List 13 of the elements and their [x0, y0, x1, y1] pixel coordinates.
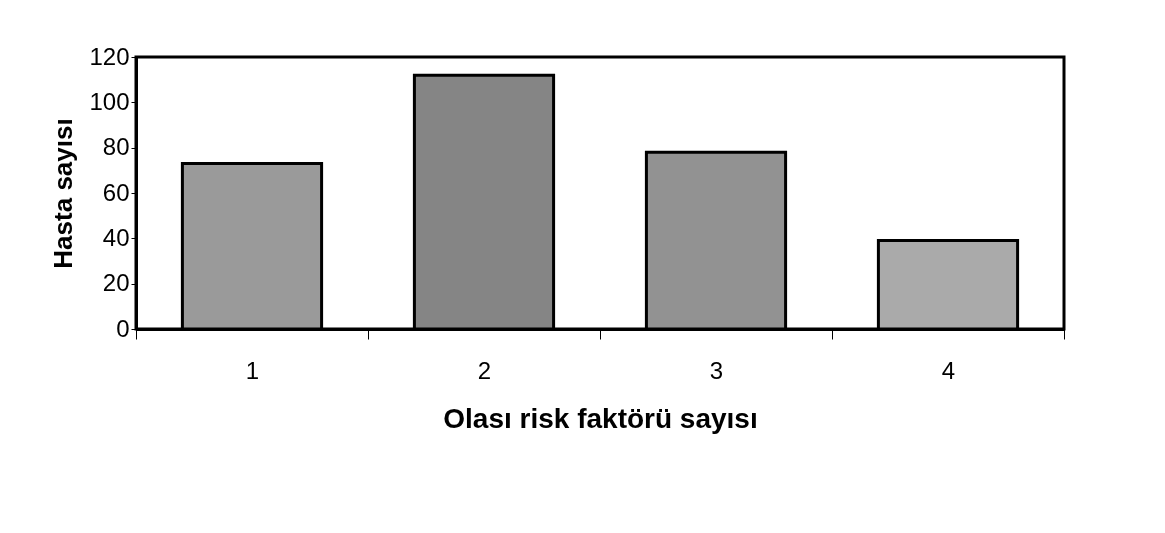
x-tick-label: 3 — [709, 356, 724, 384]
x-tick-label: 2 — [477, 356, 492, 384]
x-axis-title: Olası risk faktörü sayısı — [443, 402, 758, 434]
y-axis-title: Hasta sayısı — [48, 118, 79, 269]
y-tick-label: 0 — [116, 314, 130, 342]
y-tick-label: 20 — [102, 269, 130, 297]
y-tick-label: 40 — [102, 223, 130, 251]
x-tick-label: 1 — [245, 356, 260, 384]
y-tick-label: 100 — [89, 87, 130, 115]
y-tick-label: 80 — [102, 133, 130, 161]
y-tick-label: 60 — [102, 178, 130, 206]
x-tick-label: 4 — [941, 356, 956, 384]
y-tick-label: 120 — [89, 42, 130, 70]
